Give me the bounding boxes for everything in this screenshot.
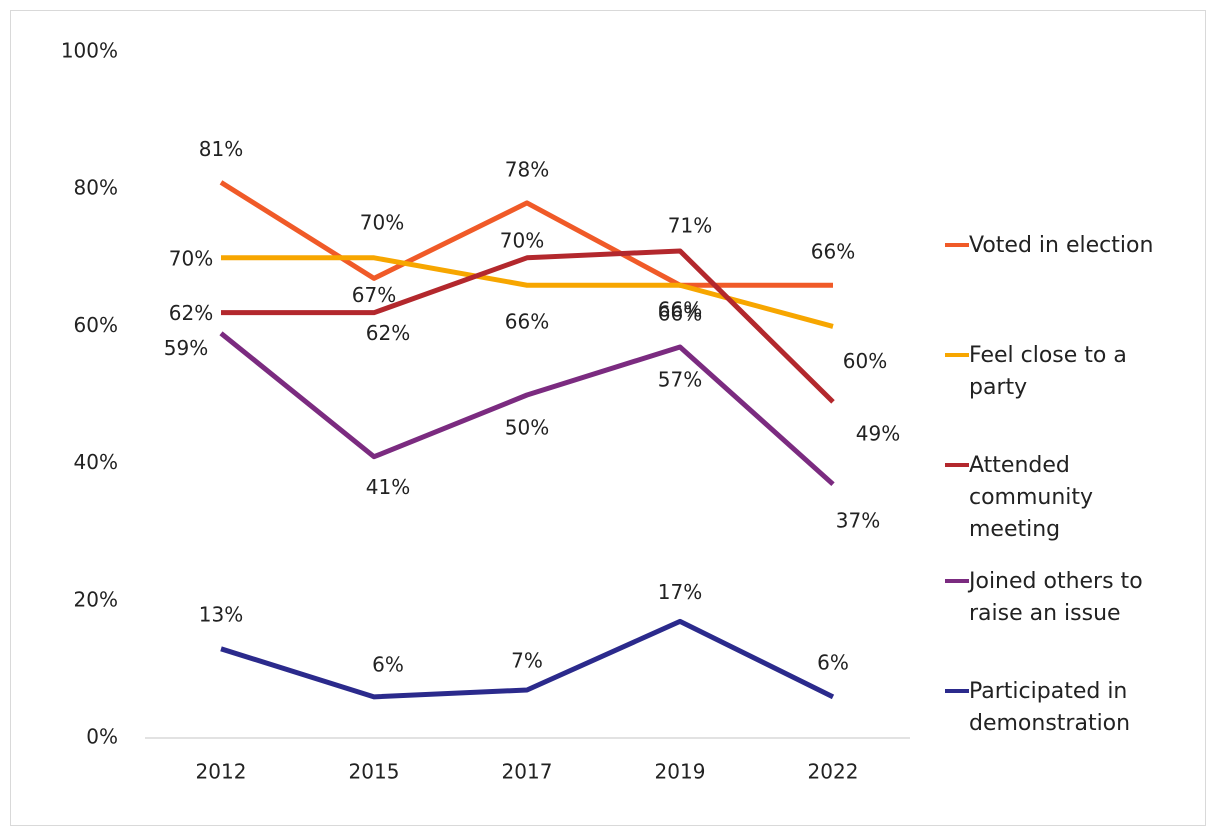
data-label: 41% [366,475,410,499]
data-label: 66% [658,302,702,326]
x-tick-label: 2015 [349,760,400,784]
chart-frame [10,10,1206,826]
legend-item: Participated in demonstration [945,676,1184,740]
data-label: 70% [169,246,213,270]
legend-item: Feel close to a party [945,340,1159,404]
x-tick-label: 2017 [502,760,553,784]
legend-label: Voted in election [969,233,1154,258]
data-label: 70% [360,210,404,234]
data-label: 50% [505,416,549,440]
data-label: 66% [811,240,855,264]
data-label: 17% [658,580,702,604]
legend-swatch [945,243,969,247]
x-tick-label: 2012 [196,760,247,784]
data-label: 6% [372,652,404,676]
data-label: 66% [505,310,549,334]
series-line [221,248,835,404]
y-tick-label: 20% [74,587,118,611]
data-label: 78% [505,157,549,181]
y-tick-label: 60% [74,313,118,337]
legend-label: Participated in demonstration [969,679,1131,736]
legend-swatch [945,689,969,693]
legend-label: Joined others to raise an issue [969,569,1143,626]
data-label: 49% [856,421,900,445]
data-label: 81% [199,137,243,161]
y-tick-label: 80% [74,176,118,200]
data-label: 67% [352,283,396,307]
legend-label: Attended community meeting [969,453,1094,542]
data-label: 59% [164,336,208,360]
x-tick-label: 2022 [808,760,859,784]
legend-swatch [945,463,969,467]
data-label: 6% [817,650,849,674]
data-label: 62% [366,321,410,345]
legend-label: Feel close to a party [969,343,1127,400]
data-label: 71% [668,213,712,237]
legend-item: Voted in election [945,230,1199,262]
series-line [219,180,833,288]
series-line [220,618,835,700]
data-label: 66% [658,298,702,322]
x-tick-label: 2019 [655,760,706,784]
legend-swatch [945,579,969,583]
y-tick-label: 0% [86,725,118,749]
data-label: 62% [169,301,213,325]
y-tick-label: 100% [61,39,118,63]
legend-item: Attended community meeting [945,450,1119,546]
data-label: 57% [658,367,702,391]
data-label: 37% [836,509,880,533]
data-label: 70% [500,228,544,252]
data-label: 60% [843,349,887,373]
data-label: 13% [199,602,243,626]
y-tick-label: 40% [74,450,118,474]
legend-swatch [945,353,969,357]
series-line [219,331,835,487]
data-label: 7% [511,648,543,672]
legend-item: Joined others to raise an issue [945,566,1184,630]
